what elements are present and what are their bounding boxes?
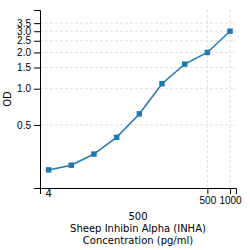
tick-mark (207, 188, 208, 194)
y-axis: 0.51.01.52.02.53.03.5 (17, 11, 40, 189)
grid-line (40, 124, 236, 125)
axis-line (34, 11, 41, 189)
chart: 50010000.51.01.52.02.53.03.54500Sheep In… (0, 0, 250, 250)
tick-label: 1.5 (17, 62, 31, 73)
marker (114, 135, 119, 140)
tick-mark (34, 67, 40, 68)
marker (46, 167, 51, 172)
tick-mark (34, 41, 40, 42)
tick: 1000 (219, 188, 242, 206)
x-axis-title: 500 (128, 211, 147, 222)
tick: 3.5 (17, 18, 40, 29)
y-axis-title: OD (2, 91, 13, 107)
marker (227, 28, 232, 33)
tick-mark (34, 23, 40, 24)
tick-label: 3.5 (17, 18, 31, 29)
plot-area: 50010000.51.01.52.02.53.03.54500Sheep In… (17, 10, 242, 246)
annotation: 4 (45, 188, 51, 199)
grid-line (40, 31, 236, 32)
grid-line (207, 10, 208, 188)
marker (137, 111, 142, 116)
grid-line (40, 88, 236, 89)
tick: 2.5 (17, 35, 40, 46)
marker (91, 151, 96, 156)
tick-mark (230, 188, 231, 194)
grid-line (230, 10, 231, 188)
x-axis-title: Concentration (pg/ml) (83, 235, 193, 246)
tick: 0.5 (17, 120, 40, 131)
tick-mark (34, 125, 40, 126)
axis-line (41, 189, 237, 195)
line (49, 31, 230, 170)
tick-label: 1000 (219, 195, 242, 206)
tick-label: 2.5 (17, 35, 31, 46)
tick-mark (34, 52, 40, 53)
tick: 500 (200, 188, 217, 206)
tick-mark (34, 31, 40, 32)
grid-line (40, 23, 236, 24)
tick: 2.0 (17, 47, 40, 58)
tick: 1.0 (17, 83, 40, 94)
marks (46, 28, 233, 172)
marker (205, 50, 210, 55)
x-axis: 5001000 (41, 188, 243, 206)
grid-line (40, 67, 236, 68)
tick-label: 1.0 (17, 83, 31, 94)
tick-mark (34, 89, 40, 90)
grid-line (40, 40, 236, 41)
x-axis-title: Sheep Inhibin Alpha (INHA) (70, 223, 206, 234)
marker (159, 81, 164, 86)
tick: 1.5 (17, 62, 40, 73)
tick-label: 0.5 (17, 120, 31, 131)
marker (182, 61, 187, 66)
tick-label: 2.0 (17, 47, 31, 58)
marker (69, 162, 74, 167)
tick-label: 500 (200, 195, 217, 206)
grid (40, 10, 236, 188)
